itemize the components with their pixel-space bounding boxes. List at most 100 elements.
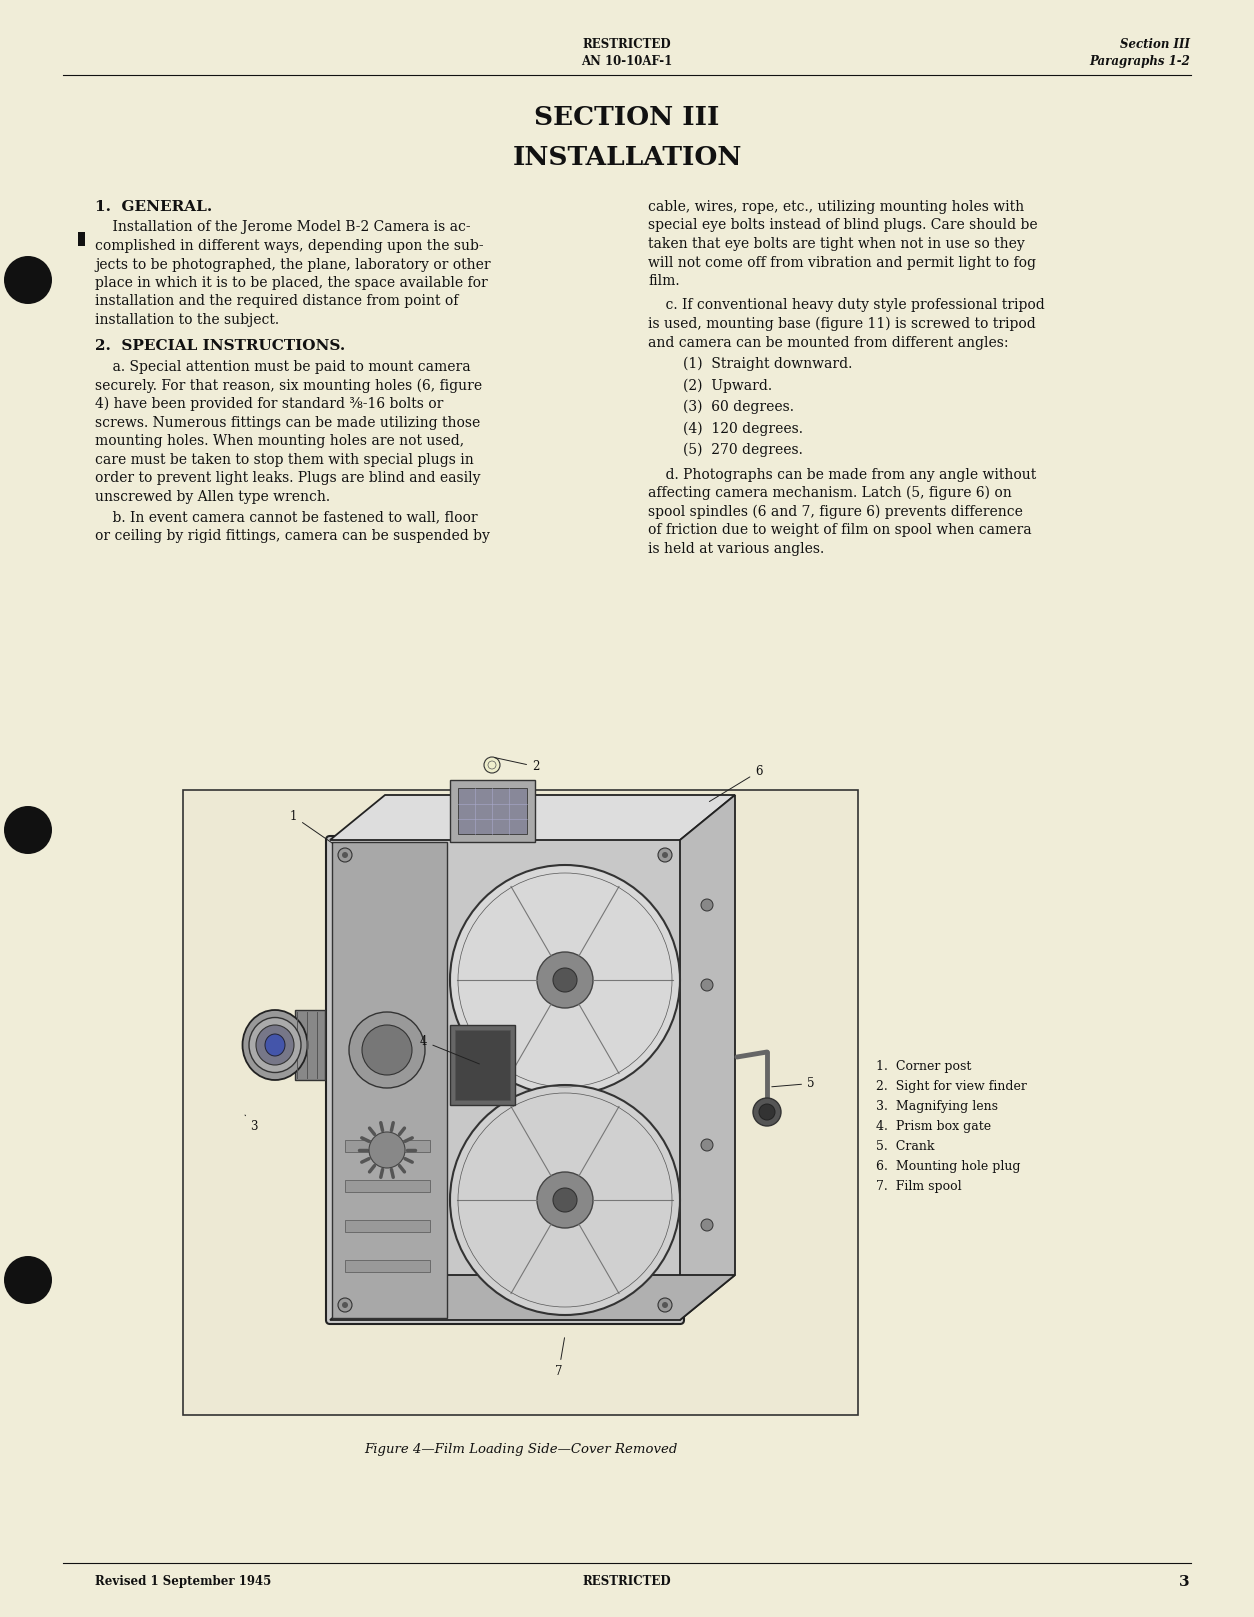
Circle shape [701, 1219, 714, 1231]
Text: place in which it is to be placed, the space available for: place in which it is to be placed, the s… [95, 277, 488, 289]
Bar [450, 1025, 515, 1104]
Text: a. Special attention must be paid to mount camera: a. Special attention must be paid to mou… [95, 361, 470, 374]
Circle shape [4, 805, 51, 854]
Bar [455, 1030, 510, 1100]
Circle shape [537, 1172, 593, 1227]
Circle shape [4, 255, 51, 304]
Text: 7: 7 [556, 1337, 564, 1378]
Bar [295, 1011, 325, 1080]
Text: of friction due to weight of film on spool when camera: of friction due to weight of film on spo… [648, 522, 1032, 537]
Text: 6.  Mounting hole plug: 6. Mounting hole plug [877, 1159, 1021, 1172]
Text: care must be taken to stop them with special plugs in: care must be taken to stop them with spe… [95, 453, 474, 466]
Circle shape [701, 899, 714, 910]
Text: Paragraphs 1-2: Paragraphs 1-2 [1090, 55, 1190, 68]
Text: b. In event camera cannot be fastened to wall, floor: b. In event camera cannot be fastened to… [95, 509, 478, 524]
Ellipse shape [250, 1017, 301, 1072]
Text: 4) have been provided for standard ⅜-16 bolts or: 4) have been provided for standard ⅜-16 … [95, 398, 444, 411]
Text: spool spindles (6 and 7, figure 6) prevents difference: spool spindles (6 and 7, figure 6) preve… [648, 505, 1023, 519]
Circle shape [450, 865, 680, 1095]
Text: Revised 1 September 1945: Revised 1 September 1945 [95, 1575, 271, 1588]
Text: film.: film. [648, 273, 680, 288]
Circle shape [662, 1302, 668, 1308]
Circle shape [369, 1132, 405, 1167]
Text: 2.  SPECIAL INSTRUCTIONS.: 2. SPECIAL INSTRUCTIONS. [95, 340, 345, 354]
Bar [332, 842, 446, 1318]
Text: is used, mounting base (figure 11) is screwed to tripod: is used, mounting base (figure 11) is sc… [648, 317, 1036, 331]
Text: and camera can be mounted from different angles:: and camera can be mounted from different… [648, 335, 1008, 349]
Text: 1.  GENERAL.: 1. GENERAL. [95, 201, 212, 213]
Bar [345, 1180, 430, 1192]
Text: or ceiling by rigid fittings, camera can be suspended by: or ceiling by rigid fittings, camera can… [95, 529, 490, 542]
Circle shape [553, 1188, 577, 1213]
Text: special eye bolts instead of blind plugs. Care should be: special eye bolts instead of blind plugs… [648, 218, 1037, 233]
Circle shape [362, 1025, 413, 1075]
FancyBboxPatch shape [326, 836, 683, 1324]
Text: 3: 3 [1179, 1575, 1190, 1590]
Text: 2: 2 [495, 758, 539, 773]
Text: 7.  Film spool: 7. Film spool [877, 1180, 962, 1193]
Ellipse shape [265, 1033, 285, 1056]
Text: is held at various angles.: is held at various angles. [648, 542, 824, 556]
Circle shape [752, 1098, 781, 1125]
Circle shape [4, 1256, 51, 1303]
Circle shape [342, 852, 349, 859]
Text: complished in different ways, depending upon the sub-: complished in different ways, depending … [95, 239, 484, 252]
Text: securely. For that reason, six mounting holes (6, figure: securely. For that reason, six mounting … [95, 378, 482, 393]
Circle shape [342, 1302, 349, 1308]
Text: order to prevent light leaks. Plugs are blind and easily: order to prevent light leaks. Plugs are … [95, 471, 480, 485]
Text: (1)  Straight downward.: (1) Straight downward. [648, 357, 853, 372]
Circle shape [339, 1298, 352, 1311]
Bar [458, 787, 527, 834]
Text: 1.  Corner post: 1. Corner post [877, 1061, 972, 1074]
Circle shape [658, 847, 672, 862]
Ellipse shape [242, 1011, 307, 1080]
Circle shape [701, 978, 714, 991]
Text: 4: 4 [420, 1035, 479, 1064]
Text: 3: 3 [245, 1116, 257, 1134]
Text: RESTRICTED: RESTRICTED [583, 39, 671, 52]
Text: unscrewed by Allen type wrench.: unscrewed by Allen type wrench. [95, 490, 330, 503]
Text: INSTALLATION: INSTALLATION [513, 146, 741, 170]
Circle shape [658, 1298, 672, 1311]
Ellipse shape [256, 1025, 293, 1066]
Text: 3.  Magnifying lens: 3. Magnifying lens [877, 1100, 998, 1112]
Text: SECTION III: SECTION III [534, 105, 720, 129]
Text: 6: 6 [710, 765, 762, 802]
Text: (5)  270 degrees.: (5) 270 degrees. [648, 443, 803, 458]
Circle shape [553, 969, 577, 991]
Text: screws. Numerous fittings can be made utilizing those: screws. Numerous fittings can be made ut… [95, 416, 480, 430]
Text: d. Photographs can be made from any angle without: d. Photographs can be made from any angl… [648, 467, 1036, 482]
Circle shape [759, 1104, 775, 1121]
Circle shape [339, 847, 352, 862]
Text: 2.  Sight for view finder: 2. Sight for view finder [877, 1080, 1027, 1093]
Polygon shape [330, 1274, 735, 1319]
Text: mounting holes. When mounting holes are not used,: mounting holes. When mounting holes are … [95, 433, 464, 448]
Text: affecting camera mechanism. Latch (5, figure 6) on: affecting camera mechanism. Latch (5, fi… [648, 487, 1012, 500]
Text: Installation of the Jerome Model B-2 Camera is ac-: Installation of the Jerome Model B-2 Cam… [95, 220, 470, 234]
Text: 1: 1 [290, 810, 332, 844]
Text: taken that eye bolts are tight when not in use so they: taken that eye bolts are tight when not … [648, 238, 1025, 251]
Text: c. If conventional heavy duty style professional tripod: c. If conventional heavy duty style prof… [648, 299, 1045, 312]
Text: (3)  60 degrees.: (3) 60 degrees. [648, 399, 794, 414]
Bar [78, 231, 85, 246]
Text: 4.  Prism box gate: 4. Prism box gate [877, 1121, 991, 1134]
Bar [183, 791, 858, 1415]
Text: cable, wires, rope, etc., utilizing mounting holes with: cable, wires, rope, etc., utilizing moun… [648, 201, 1025, 213]
Text: 5: 5 [771, 1077, 815, 1090]
Text: RESTRICTED: RESTRICTED [583, 1575, 671, 1588]
Bar [345, 1260, 430, 1273]
Text: Figure 4—Film Loading Side—Cover Removed: Figure 4—Film Loading Side—Cover Removed [364, 1442, 677, 1455]
Text: AN 10-10AF-1: AN 10-10AF-1 [582, 55, 672, 68]
Text: installation and the required distance from point of: installation and the required distance f… [95, 294, 459, 309]
Text: 5.  Crank: 5. Crank [877, 1140, 934, 1153]
Bar [345, 1140, 430, 1151]
Text: Section III: Section III [1120, 39, 1190, 52]
Circle shape [662, 852, 668, 859]
Circle shape [537, 952, 593, 1007]
Circle shape [349, 1012, 425, 1088]
Polygon shape [330, 796, 735, 839]
Text: (2)  Upward.: (2) Upward. [648, 378, 772, 393]
Text: (4)  120 degrees.: (4) 120 degrees. [648, 422, 803, 437]
Circle shape [701, 1138, 714, 1151]
Bar [450, 779, 535, 842]
